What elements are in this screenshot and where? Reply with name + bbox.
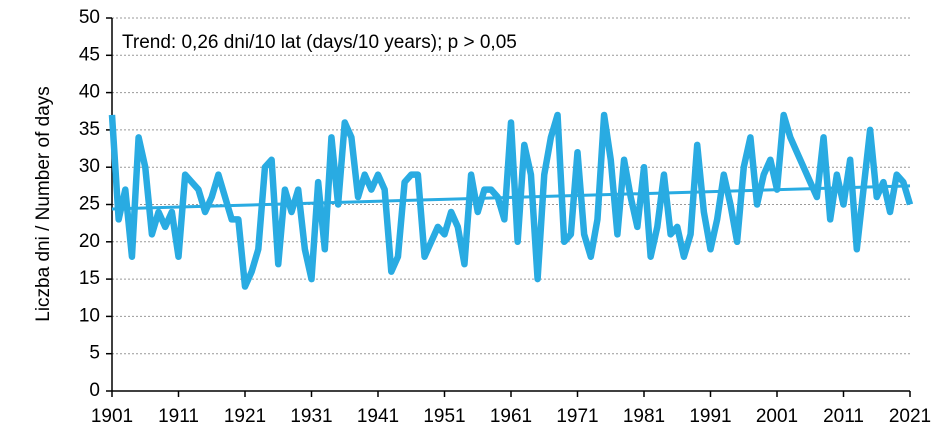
y-tick-label: 40	[79, 82, 100, 103]
x-tick-label: 1931	[290, 406, 332, 427]
x-tick-label: 1951	[423, 406, 465, 427]
x-tick-label: 1941	[357, 406, 399, 427]
y-tick-label: 5	[89, 343, 100, 364]
x-tick-label: 1921	[224, 406, 266, 427]
y-tick-label: 15	[79, 268, 100, 289]
y-tick-label: 30	[79, 156, 100, 177]
x-tick-label: 1911	[158, 406, 199, 427]
y-tick-label: 10	[79, 305, 100, 326]
y-tick-label: 20	[79, 231, 100, 252]
x-tick-label: 2011	[823, 406, 864, 427]
data-line	[108, 111, 914, 290]
y-tick-label: 25	[79, 194, 100, 215]
x-tick-label: 2001	[756, 406, 798, 427]
trend-line	[111, 184, 911, 211]
x-tick-label: 2021	[889, 406, 931, 427]
x-tick-label: 1971	[556, 406, 598, 427]
x-tick-label: 1991	[689, 406, 731, 427]
y-tick-label: 50	[79, 7, 100, 28]
x-tick-label: 1961	[490, 406, 532, 427]
annotation: Trend: 0,26 dni/10 lat (days/10 years); …	[122, 32, 517, 53]
y-tick-label: 0	[89, 380, 100, 401]
x-tick-label: 1981	[623, 406, 665, 427]
y-tick-label: 45	[79, 44, 100, 65]
y-axis-label: Liczba dni / Number of days	[33, 86, 54, 322]
y-tick-label: 35	[79, 119, 100, 140]
x-tick-label: 1901	[91, 406, 133, 427]
